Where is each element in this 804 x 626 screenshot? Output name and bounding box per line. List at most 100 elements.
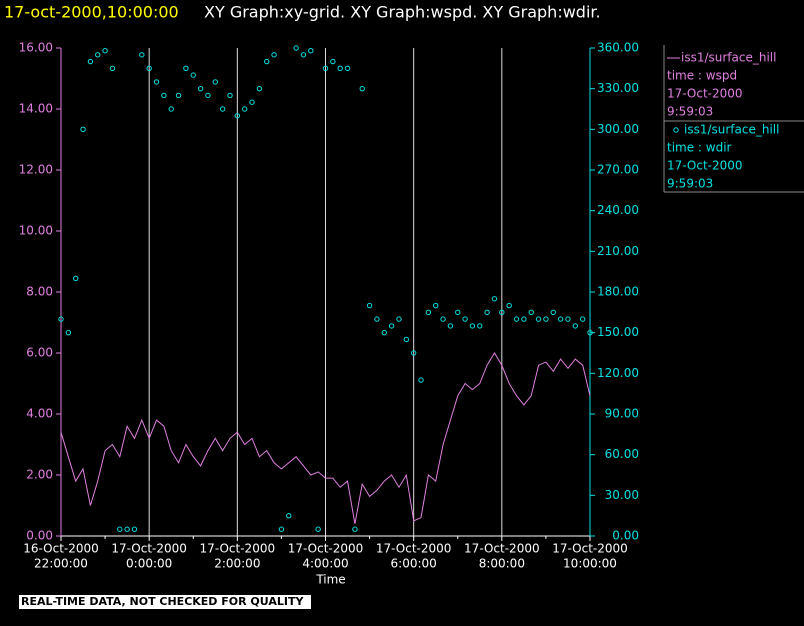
wdir-point [241,106,248,112]
wdir-point [499,309,505,316]
footnote: REAL-TIME DATA, NOT CHECKED FOR QUALITY [21,595,304,608]
legend-detail: 9:59:03 [667,105,713,119]
wdir-point [124,526,130,532]
wdir-point [139,52,145,58]
wdir-point [87,58,94,65]
x-tick-label: 10:00:00 [563,557,617,571]
legend-marker [673,127,679,133]
wdir-point [300,52,307,58]
wdir-point [205,92,211,99]
wdir-point [433,302,439,309]
y2-tick-label: 60.00 [605,447,639,461]
wdir-point [587,329,593,336]
x-tick-label: 0:00:00 [126,557,172,571]
timestamp: 17-oct-2000,10:00:00 [4,3,179,22]
x-tick-label: 17-Oct-2000 [288,542,364,556]
wdir-point [521,316,527,322]
wdir-point [440,316,446,322]
wdir-point [293,45,299,51]
wdir-point [286,512,292,519]
wdir-point [80,126,86,133]
y2-tick-label: 0.00 [612,529,639,543]
wdir-point [455,309,461,316]
wdir-point [477,323,483,329]
wdir-point [72,275,79,282]
wdir-point [359,85,365,92]
wdir-point [308,48,314,54]
y-tick-label: 14.00 [19,102,53,116]
y-tick-label: 0.00 [26,529,53,543]
wdir-point [256,85,263,92]
wdir-point [219,106,226,112]
wdir-point [264,58,270,65]
legend-label: iss1/surface_hill [681,51,776,65]
wdir-point [565,316,571,322]
y-tick-label: 16.00 [19,41,53,55]
chart-title: XY Graph:xy-grid. XY Graph:wspd. XY Grap… [204,3,601,22]
wdir-point [322,65,329,72]
wdir-point [271,52,277,58]
wdir-point [95,52,101,58]
wdir-point [227,92,233,99]
wdir-point [543,316,549,322]
legend-detail: 17-Oct-2000 [667,87,743,101]
legend-detail: 9:59:03 [667,177,713,191]
y2-tick-label: 240.00 [597,203,639,217]
x-tick-label: 16-Oct-2000 [23,542,99,556]
x-tick-label: 17-Oct-2000 [552,542,628,556]
wspd-line [60,352,591,524]
wdir-point [579,316,586,322]
wdir-point [491,296,498,302]
wdir-point [506,302,512,309]
wdir-point [183,65,189,72]
wdir-point [102,48,108,54]
wdir-point [557,316,564,322]
wdir-point [447,323,454,329]
wdir-point [469,323,476,329]
y2-tick-label: 360.00 [597,41,639,55]
wdir-point [153,79,160,85]
wdir-point [396,316,402,322]
wdir-point [197,85,204,92]
wdir-point [168,106,174,112]
y2-tick-label: 270.00 [597,163,639,177]
wdir-point [146,65,152,72]
y-tick-label: 12.00 [19,163,53,177]
y2-tick-label: 210.00 [597,244,639,258]
legend-detail: time : wdir [667,141,732,155]
x-tick-label: 17-Oct-2000 [464,542,540,556]
wdir-point [381,329,387,336]
x-tick-label: 17-Oct-2000 [111,542,187,556]
y-tick-label: 2.00 [26,468,53,482]
wdir-point [190,72,196,78]
wdir-point [337,65,343,72]
y2-tick-label: 120.00 [597,366,639,380]
wdir-point [410,350,417,356]
wdir-point [161,92,167,99]
wdir-point [513,316,520,322]
wdir-point [212,79,218,85]
y-tick-label: 6.00 [26,346,53,360]
y2-tick-label: 30.00 [605,488,639,502]
wdir-point [65,329,72,336]
x-tick-label: 22:00:00 [34,557,88,571]
wdir-point [117,526,123,532]
wdir-point [528,309,534,316]
x-tick-label: 8:00:00 [479,557,525,571]
wdir-point [352,526,358,532]
wdir-point [330,58,336,65]
wdir-point [418,377,424,383]
y-tick-label: 10.00 [19,224,53,238]
footnote-box [19,595,311,609]
wdir-point [249,99,255,105]
wdir-point [425,309,432,316]
wdir-point [131,526,138,532]
y2-tick-label: 180.00 [597,285,639,299]
y2-tick-label: 150.00 [597,325,639,339]
wdir-point [572,323,579,329]
x-tick-label: 17-Oct-2000 [376,542,452,556]
x-tick-label: 4:00:00 [302,557,348,571]
